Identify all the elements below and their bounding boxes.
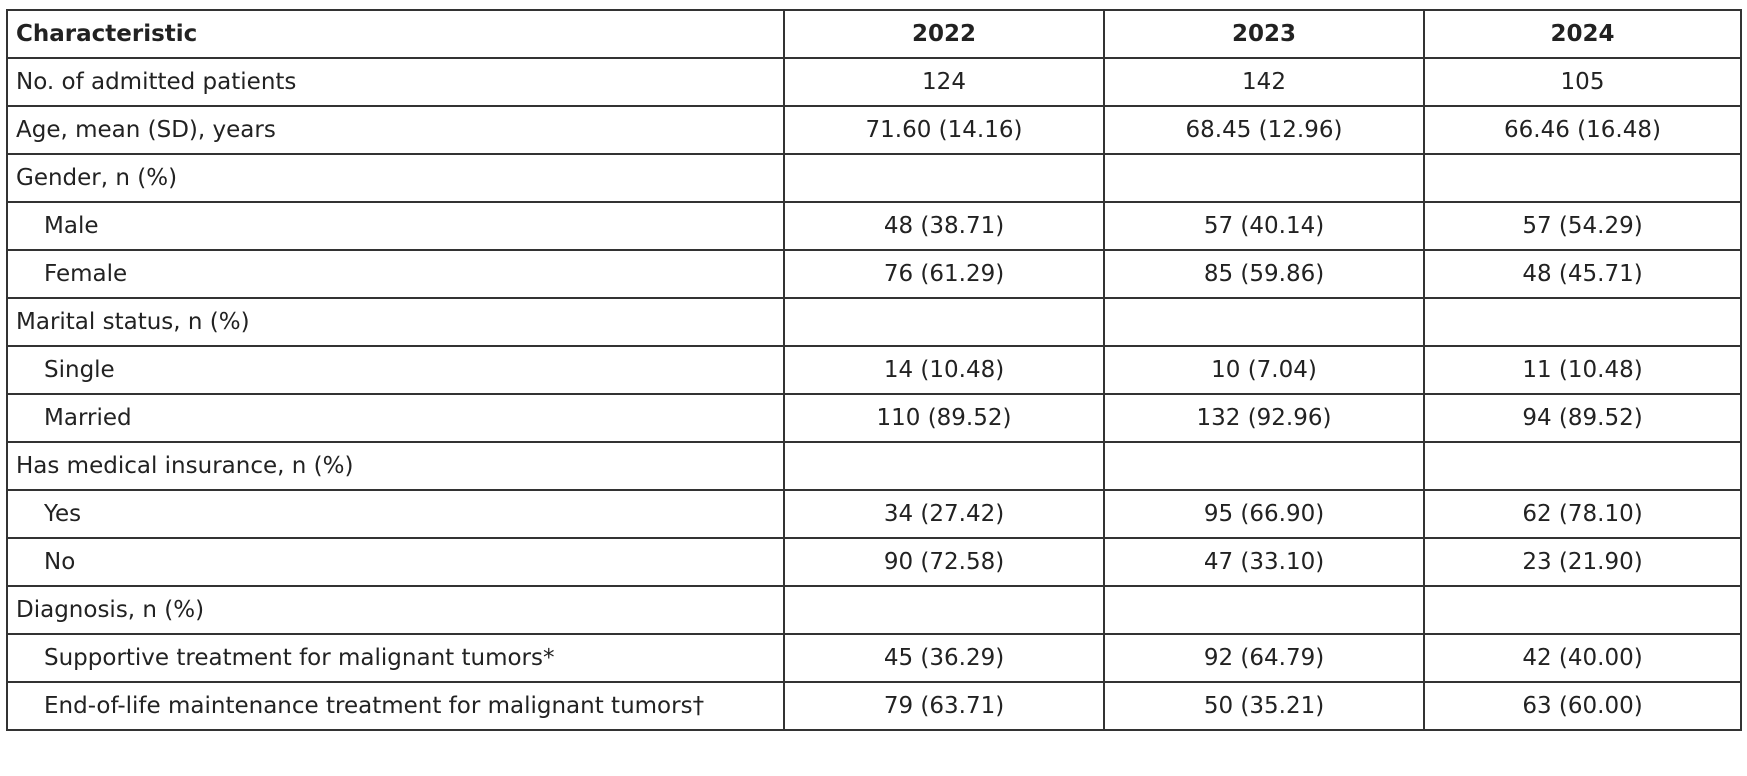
header-cell: 2023	[1103, 9, 1425, 59]
row-label: No. of admitted patients	[6, 57, 785, 107]
header-cell: Characteristic	[6, 9, 785, 59]
table-row: Female 76 (61.29) 85 (59.86) 48 (45.71)	[6, 249, 1742, 299]
value-cell: 132 (92.96)	[1103, 393, 1425, 443]
value-cell: 85 (59.86)	[1103, 249, 1425, 299]
table-row: Age, mean (SD), years 71.60 (14.16) 68.45 …	[6, 105, 1742, 155]
header-cell: 2022	[783, 9, 1105, 59]
row-label: Single	[6, 345, 785, 395]
empty-cell	[1103, 585, 1425, 635]
table-body: No. of admitted patients 124 142 105 Age, me…	[6, 57, 1742, 731]
group-label: Has medical insurance, n (%)	[6, 441, 785, 491]
row-label: Age, mean (SD), years	[6, 105, 785, 155]
table-row: Marital status, n (%)	[6, 297, 1742, 347]
empty-cell	[1103, 441, 1425, 491]
table-row: Diagnosis, n (%)	[6, 585, 1742, 635]
empty-cell	[783, 585, 1105, 635]
value-cell: 66.46 (16.48)	[1423, 105, 1742, 155]
value-cell: 57 (54.29)	[1423, 201, 1742, 251]
empty-cell	[1423, 297, 1742, 347]
value-cell: 90 (72.58)	[783, 537, 1105, 587]
row-label: End-of-life maintenance treatment for ma…	[6, 681, 785, 731]
row-label: Married	[6, 393, 785, 443]
value-cell: 34 (27.42)	[783, 489, 1105, 539]
value-cell: 62 (78.10)	[1423, 489, 1742, 539]
value-cell: 95 (66.90)	[1103, 489, 1425, 539]
header-row: Characteristic 2022 2023 2024	[6, 9, 1742, 59]
value-cell: 42 (40.00)	[1423, 633, 1742, 683]
empty-cell	[783, 153, 1105, 203]
value-cell: 14 (10.48)	[783, 345, 1105, 395]
empty-cell	[1103, 153, 1425, 203]
value-cell: 11 (10.48)	[1423, 345, 1742, 395]
empty-cell	[1423, 153, 1742, 203]
empty-cell	[1423, 585, 1742, 635]
value-cell: 71.60 (14.16)	[783, 105, 1105, 155]
value-cell: 45 (36.29)	[783, 633, 1105, 683]
value-cell: 142	[1103, 57, 1425, 107]
table-row: Has medical insurance, n (%)	[6, 441, 1742, 491]
value-cell: 57 (40.14)	[1103, 201, 1425, 251]
row-label: No	[6, 537, 785, 587]
value-cell: 92 (64.79)	[1103, 633, 1425, 683]
group-label: Diagnosis, n (%)	[6, 585, 785, 635]
table-row: Supportive treatment for malignant tumor…	[6, 633, 1742, 683]
table-row: Male 48 (38.71) 57 (40.14) 57 (54.29)	[6, 201, 1742, 251]
empty-cell	[783, 441, 1105, 491]
table-row: Gender, n (%)	[6, 153, 1742, 203]
value-cell: 23 (21.90)	[1423, 537, 1742, 587]
value-cell: 68.45 (12.96)	[1103, 105, 1425, 155]
value-cell: 76 (61.29)	[783, 249, 1105, 299]
empty-cell	[783, 297, 1105, 347]
row-label: Yes	[6, 489, 785, 539]
table-row: No. of admitted patients 124 142 105	[6, 57, 1742, 107]
table-row: Single 14 (10.48) 10 (7.04) 11 (10.48)	[6, 345, 1742, 395]
value-cell: 47 (33.10)	[1103, 537, 1425, 587]
value-cell: 79 (63.71)	[783, 681, 1105, 731]
value-cell: 94 (89.52)	[1423, 393, 1742, 443]
value-cell: 110 (89.52)	[783, 393, 1105, 443]
empty-cell	[1423, 441, 1742, 491]
value-cell: 48 (45.71)	[1423, 249, 1742, 299]
table-row: Married 110 (89.52) 132 (92.96) 94 (89.52)	[6, 393, 1742, 443]
group-label: Gender, n (%)	[6, 153, 785, 203]
value-cell: 48 (38.71)	[783, 201, 1105, 251]
value-cell: 50 (35.21)	[1103, 681, 1425, 731]
value-cell: 124	[783, 57, 1105, 107]
table-row: No 90 (72.58) 47 (33.10) 23 (21.90)	[6, 537, 1742, 587]
value-cell: 10 (7.04)	[1103, 345, 1425, 395]
value-cell: 63 (60.00)	[1423, 681, 1742, 731]
row-label: Male	[6, 201, 785, 251]
table-row: End-of-life maintenance treatment for ma…	[6, 681, 1742, 731]
empty-cell	[1103, 297, 1425, 347]
row-label: Female	[6, 249, 785, 299]
row-label: Supportive treatment for malignant tumor…	[6, 633, 785, 683]
table-row: Yes 34 (27.42) 95 (66.90) 62 (78.10)	[6, 489, 1742, 539]
header-cell: 2024	[1423, 9, 1742, 59]
group-label: Marital status, n (%)	[6, 297, 785, 347]
value-cell: 105	[1423, 57, 1742, 107]
data-table: Characteristic 2022 2023 2024 No. of admitt…	[6, 9, 1742, 731]
